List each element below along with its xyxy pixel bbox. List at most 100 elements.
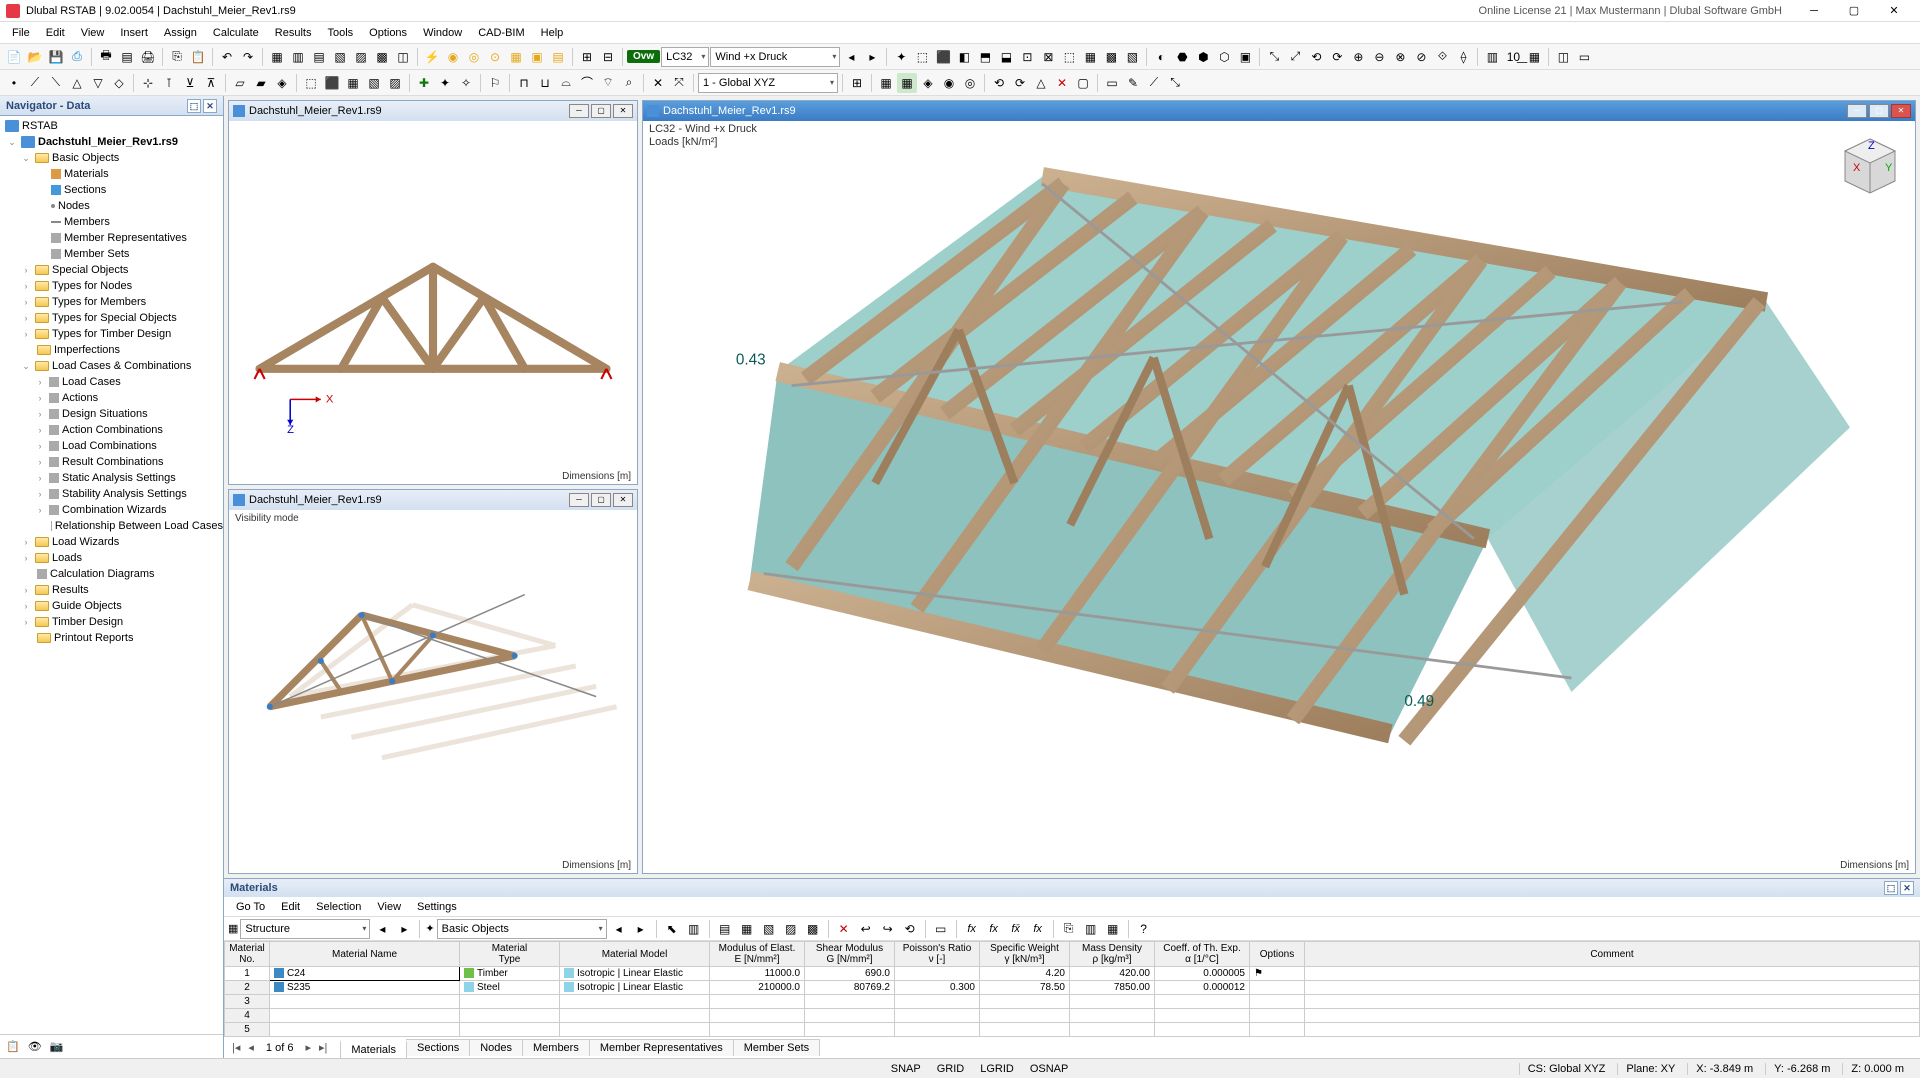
tb-t6[interactable]: ⊖ (1369, 47, 1389, 67)
tab-materials[interactable]: Materials (340, 1040, 407, 1058)
col-model[interactable]: Material Model (560, 942, 710, 967)
tb-calc5[interactable]: ▦ (506, 47, 526, 67)
view-window-2[interactable]: Dachstuhl_Meier_Rev1.rs9 ─ ▢ ✕ Visibilit… (228, 489, 638, 874)
tb-copy[interactable]: ⎘ (167, 47, 187, 67)
tb-r12[interactable]: ▧ (1122, 47, 1142, 67)
tb-r7[interactable]: ⊡ (1017, 47, 1037, 67)
tab-nodes[interactable]: Nodes (469, 1039, 523, 1056)
tab-member-reps[interactable]: Member Representatives (589, 1039, 734, 1056)
tree-project[interactable]: ⌄Dachstuhl_Meier_Rev1.rs9 (0, 134, 223, 150)
tb-r6[interactable]: ⬓ (996, 47, 1016, 67)
tb-r8[interactable]: ⊠ (1038, 47, 1058, 67)
tb2-36[interactable]: ◎ (960, 73, 980, 93)
tb-view3[interactable]: ▤ (309, 47, 329, 67)
twisty-icon[interactable]: › (20, 329, 32, 339)
tree-lc-static[interactable]: ›Static Analysis Settings (0, 470, 223, 486)
tb2-34[interactable]: ◈ (918, 73, 938, 93)
tb2-12[interactable]: ▰ (251, 73, 271, 93)
col-type[interactable]: MaterialType (460, 942, 560, 967)
tree-timber-design[interactable]: ›Timber Design (0, 614, 223, 630)
twisty-icon[interactable]: › (20, 537, 32, 547)
tb2-38[interactable]: ⟳ (1010, 73, 1030, 93)
mt-c1[interactable]: ↩ (856, 919, 876, 939)
tb-calc3[interactable]: ◎ (464, 47, 484, 67)
tb2-26[interactable]: ⌒ (577, 73, 597, 93)
view3-min[interactable]: ─ (1847, 104, 1867, 118)
materials-close[interactable]: ✕ (1900, 881, 1914, 895)
tb2-31[interactable]: ⊞ (847, 73, 867, 93)
tb2-43[interactable]: ✎ (1123, 73, 1143, 93)
tree-lc-actions[interactable]: ›Actions (0, 390, 223, 406)
twisty-icon[interactable]: › (34, 425, 46, 435)
tb2-17[interactable]: ▧ (364, 73, 384, 93)
twisty-icon[interactable]: › (34, 505, 46, 515)
tb-calc2[interactable]: ◉ (443, 47, 463, 67)
view-window-3[interactable]: Dachstuhl_Meier_Rev1.rs9 ─ ▢ ✕ LC32 - Wi… (642, 100, 1916, 874)
tree-sections[interactable]: Sections (0, 182, 223, 198)
tb-view5[interactable]: ▨ (351, 47, 371, 67)
tb2-32[interactable]: ▦ (876, 73, 896, 93)
tb2-10[interactable]: ⊼ (201, 73, 221, 93)
col-gamma[interactable]: Specific Weightγ [kN/m³] (980, 942, 1070, 967)
mt-next[interactable]: ▸ (394, 919, 414, 939)
tb-r5[interactable]: ⬒ (975, 47, 995, 67)
pg-last[interactable]: ▸| (315, 1041, 331, 1054)
tb-s4[interactable]: ⬡ (1214, 47, 1234, 67)
mt-del[interactable]: ✕ (834, 919, 854, 939)
mt-fx4[interactable]: fx (1028, 919, 1048, 939)
tb-t8[interactable]: ⊘ (1411, 47, 1431, 67)
tb-r3[interactable]: ⬛ (933, 47, 953, 67)
menu-help[interactable]: Help (533, 25, 572, 41)
twisty-icon[interactable]: › (20, 313, 32, 323)
tb-new[interactable]: 📄 (4, 47, 24, 67)
tb-u4[interactable]: ◫ (1553, 47, 1573, 67)
mt-b1[interactable]: ▥ (684, 919, 704, 939)
tb2-45[interactable]: ⤡ (1165, 73, 1185, 93)
twisty-icon[interactable]: › (34, 473, 46, 483)
snap-snap[interactable]: SNAP (885, 1061, 927, 1077)
tb2-5[interactable]: ▽ (88, 73, 108, 93)
mt-prev2[interactable]: ◂ (609, 919, 629, 939)
tb-t5[interactable]: ⊕ (1348, 47, 1368, 67)
tb2-20[interactable]: ✦ (435, 73, 455, 93)
tb-print[interactable]: 🖶 (96, 47, 116, 67)
tb-lc1[interactable]: ⊞ (577, 47, 597, 67)
col-name[interactable]: Material Name (270, 942, 460, 967)
menu-cadbim[interactable]: CAD-BIM (470, 25, 532, 41)
twisty-icon[interactable]: › (20, 553, 32, 563)
materials-pin[interactable]: ⬚ (1884, 881, 1898, 895)
tb-r10[interactable]: ▦ (1080, 47, 1100, 67)
tree-imperfections[interactable]: Imperfections (0, 342, 223, 358)
mt-e1[interactable]: ⎘ (1059, 919, 1079, 939)
pg-first[interactable]: |◂ (228, 1041, 244, 1054)
view2-canvas[interactable]: Visibility mode (229, 510, 637, 873)
tb-redo[interactable]: ↷ (238, 47, 258, 67)
tree-lc-action-comb[interactable]: ›Action Combinations (0, 422, 223, 438)
twisty-icon[interactable]: ⌄ (20, 361, 32, 372)
tree-lc-relationship[interactable]: Relationship Between Load Cases (0, 518, 223, 534)
tb2-14[interactable]: ⬚ (301, 73, 321, 93)
mt-b2[interactable]: ▤ (715, 919, 735, 939)
col-v[interactable]: Poisson's Ratioν [-] (895, 942, 980, 967)
tb-calc1[interactable]: ⚡ (422, 47, 442, 67)
tb-u1[interactable]: ▥ (1482, 47, 1502, 67)
col-e[interactable]: Modulus of Elast.E [N/mm²] (710, 942, 805, 967)
tb2-9[interactable]: ⊻ (180, 73, 200, 93)
tree-special-objects[interactable]: ›Special Objects (0, 262, 223, 278)
twisty-icon[interactable]: › (20, 601, 32, 611)
materials-grid[interactable]: MaterialNo. Material Name MaterialType M… (224, 941, 1920, 1036)
menu-assign[interactable]: Assign (156, 25, 205, 41)
snap-osnap[interactable]: OSNAP (1024, 1061, 1075, 1077)
tb-lc2[interactable]: ⊟ (598, 47, 618, 67)
view1-min[interactable]: ─ (569, 104, 589, 118)
tb-s3[interactable]: ⬢ (1193, 47, 1213, 67)
loadname-select[interactable]: Wind +x Druck (710, 47, 840, 67)
tree-results[interactable]: ›Results (0, 582, 223, 598)
tb2-13[interactable]: ◈ (272, 73, 292, 93)
mt-prev[interactable]: ◂ (372, 919, 392, 939)
mt-next2[interactable]: ▸ (631, 919, 651, 939)
view1-close[interactable]: ✕ (613, 104, 633, 118)
tb2-35[interactable]: ◉ (939, 73, 959, 93)
snap-lgrid[interactable]: LGRID (974, 1061, 1020, 1077)
tb2-2[interactable]: ⟋ (25, 73, 45, 93)
